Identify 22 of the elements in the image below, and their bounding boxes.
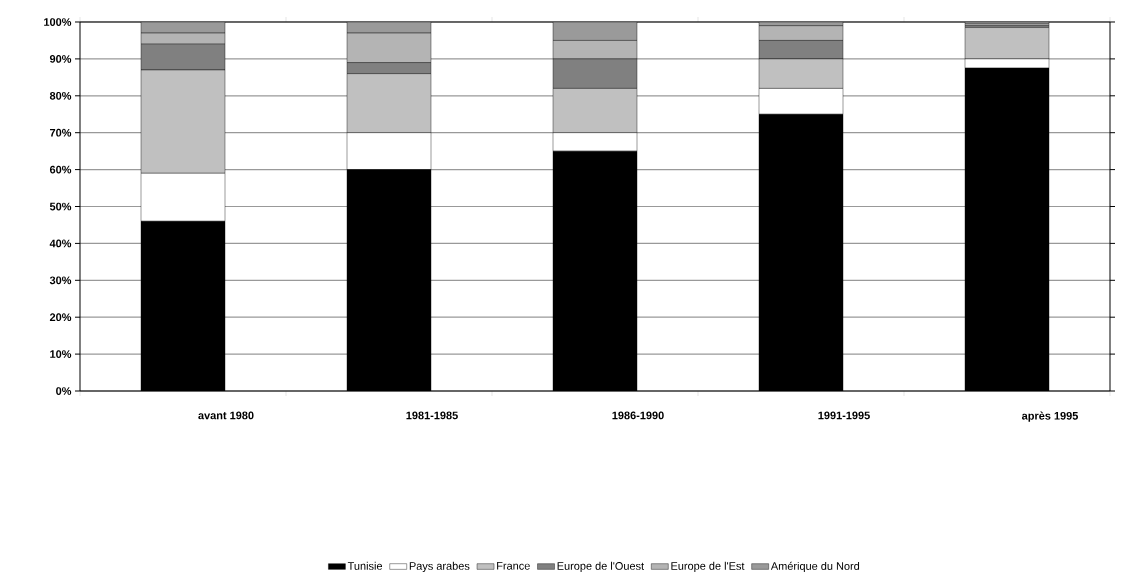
legend-label: Tunisie — [347, 561, 383, 570]
x-tick-label: 1991-1995 — [818, 411, 870, 420]
y-tick-label: 100% — [44, 18, 72, 26]
x-tick-label: avant 1980 — [198, 411, 254, 420]
x-tick-label: 1986-1990 — [612, 411, 664, 420]
y-tick-label: 10% — [50, 350, 72, 358]
y-tick-label: 90% — [49, 55, 72, 63]
y-tick-label: 60% — [49, 165, 72, 174]
legend-label: Europe de l'Est — [671, 561, 745, 573]
legend-label: Pays arabes — [409, 561, 470, 573]
y-tick-label: 30% — [49, 276, 72, 285]
y-tick-label: 0% — [56, 387, 72, 395]
legend-label: Amérique du Nord — [770, 561, 860, 573]
y-tick-label: 70% — [50, 128, 72, 137]
legend-label: Europe de l'Ouest — [557, 561, 645, 573]
y-tick-label: 20% — [49, 313, 72, 322]
x-tick-label: après 1995 — [1022, 411, 1079, 422]
y-tick-label: 50% — [49, 202, 72, 211]
y-tick-label: 80% — [49, 91, 72, 100]
y-tick-label: 40% — [49, 239, 72, 248]
x-tick-label: 1981-1985 — [406, 411, 458, 420]
legend-label: France — [497, 562, 530, 570]
